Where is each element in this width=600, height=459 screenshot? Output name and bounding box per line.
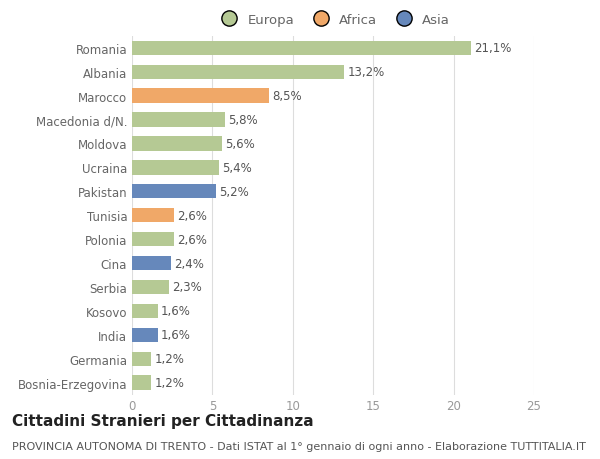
Bar [132,41,471,56]
Bar [132,232,174,247]
Text: Cittadini Stranieri per Cittadinanza: Cittadini Stranieri per Cittadinanza [12,413,314,428]
Bar [132,256,170,271]
Bar [132,89,269,104]
Text: 5,4%: 5,4% [222,162,252,174]
Bar [132,352,151,366]
Text: 2,3%: 2,3% [172,281,202,294]
Text: 1,2%: 1,2% [155,376,184,389]
Text: 2,6%: 2,6% [177,233,207,246]
Bar [132,161,219,175]
Text: 5,6%: 5,6% [225,138,255,151]
Text: 1,6%: 1,6% [161,305,191,318]
Text: 2,4%: 2,4% [174,257,203,270]
Text: 13,2%: 13,2% [347,66,385,79]
Legend: Europa, Africa, Asia: Europa, Africa, Asia [216,14,450,27]
Bar [132,304,158,319]
Text: 1,2%: 1,2% [155,353,184,365]
Text: 5,8%: 5,8% [229,114,258,127]
Bar [132,113,225,128]
Bar [132,375,151,390]
Bar [132,280,169,295]
Text: 5,2%: 5,2% [219,185,248,198]
Text: 21,1%: 21,1% [475,42,512,55]
Bar [132,185,215,199]
Bar [132,137,222,151]
Bar [132,328,158,342]
Text: 1,6%: 1,6% [161,329,191,341]
Text: 8,5%: 8,5% [272,90,302,103]
Text: 2,6%: 2,6% [177,209,207,222]
Bar [132,208,174,223]
Bar [132,65,344,80]
Text: PROVINCIA AUTONOMA DI TRENTO - Dati ISTAT al 1° gennaio di ogni anno - Elaborazi: PROVINCIA AUTONOMA DI TRENTO - Dati ISTA… [12,441,586,451]
